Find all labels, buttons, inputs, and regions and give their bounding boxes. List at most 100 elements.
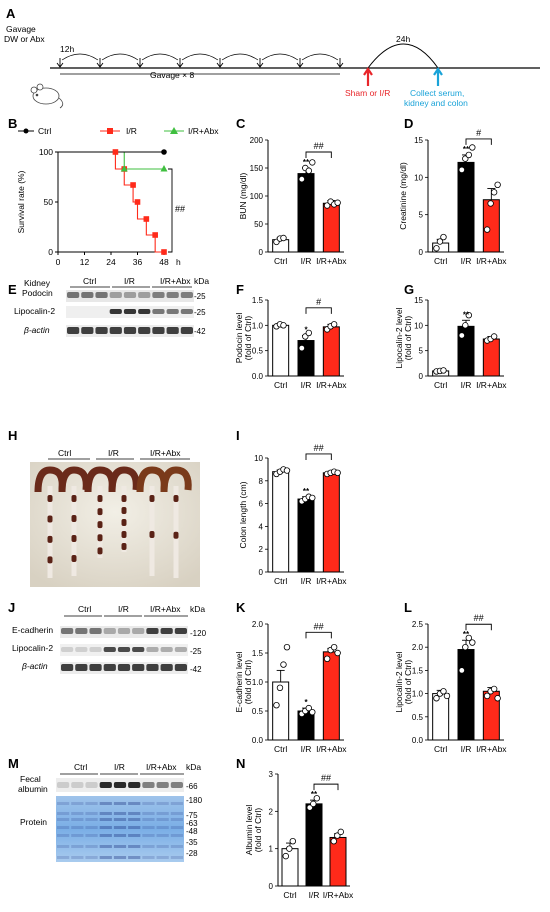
fecal-pellet (47, 495, 53, 502)
legend-ctrl-label: Ctrl (38, 126, 51, 136)
ir-marker (152, 232, 158, 238)
data-point (465, 312, 472, 319)
data-point (305, 704, 312, 712)
blot-j-kda: kDa (190, 604, 205, 614)
y-tick-label: 150 (250, 164, 264, 173)
data-point (280, 661, 287, 668)
blot-band (132, 628, 145, 634)
data-point (282, 852, 289, 860)
bar (329, 836, 347, 887)
blot-m-row1a: Fecal (20, 774, 41, 784)
podocin-chart: 0.0 0.5 1.0 1.5 Podocin level (fold of Ctrl) C… (234, 296, 347, 390)
significance-bracket (305, 307, 332, 314)
y-tick-label: 50 (254, 220, 263, 229)
fecal-pellet (149, 531, 155, 538)
blot-band (123, 327, 137, 334)
y-tick-label: 8 (259, 477, 264, 486)
sham-arrow (363, 67, 373, 86)
blot-e-mw-3: -42 (194, 327, 206, 336)
kidney-blot-panel: Kidney Podocin Lipocalin-2 β-actin Ctrl … (14, 276, 209, 337)
panel-label-f: F (236, 282, 244, 297)
y-axis-label: BUN (mg/dl) (238, 172, 248, 219)
panel-label-a: A (6, 6, 16, 21)
gel-band (156, 826, 169, 829)
gel-band (71, 802, 84, 805)
collect-arrow (433, 67, 443, 86)
gel-band (128, 845, 141, 848)
blot-e-group-abx: I/R+Abx (160, 276, 191, 286)
gel-band (128, 834, 141, 837)
gel-band (85, 826, 98, 829)
x-tick-label: I/R (301, 576, 312, 586)
fecal-pellet (97, 547, 103, 555)
blot-j-mw-1: -120 (190, 629, 207, 638)
data-point (313, 795, 320, 802)
panel-label-b: B (8, 116, 17, 131)
y-tick-label: 6 (259, 500, 264, 509)
photo-h-group-ir: I/R (108, 448, 119, 458)
blot-band (174, 664, 187, 671)
gel-band (170, 802, 183, 805)
significance-label: # (476, 128, 481, 138)
y-tick-label: 4 (259, 522, 264, 531)
significance-star: ** (463, 310, 470, 319)
data-point (436, 238, 444, 245)
blot-e-row3: β-actin (23, 325, 50, 335)
blot-j-bands (61, 628, 187, 671)
significance-bracket (305, 631, 332, 639)
blot-e-group-ir: I/R (124, 276, 135, 286)
significance-bracket (465, 138, 492, 145)
y-axis-label: Survival rate (%) (16, 170, 26, 233)
data-point (283, 644, 291, 651)
gel-band (71, 834, 84, 837)
blot-band (103, 664, 116, 671)
gel-band (99, 845, 112, 848)
ctrl-endpoint (161, 149, 167, 155)
gel-band (71, 845, 84, 848)
panel-label-i: I (236, 428, 240, 443)
data-point (483, 226, 491, 233)
bar (482, 338, 500, 377)
gel-band (99, 826, 112, 829)
bar (322, 326, 340, 377)
fecal-pellet (47, 515, 53, 523)
gel-band (57, 802, 70, 805)
gel-band (99, 818, 112, 821)
blot-m-row1b: albumin (18, 784, 48, 794)
significance-bracket (313, 783, 339, 791)
significance-label: # (316, 297, 321, 307)
gel-band (71, 826, 84, 829)
data-point (323, 655, 331, 662)
y-tick-label: 3 (269, 770, 274, 779)
fecal-pellet (97, 508, 103, 516)
gel-band (113, 826, 127, 829)
significance-star: ** (303, 487, 310, 496)
y-axis-label-2: (fold of Ctrl) (403, 660, 413, 705)
data-point (440, 688, 447, 695)
significance-star: ** (463, 630, 470, 639)
blot-m-protein-gel (56, 796, 184, 862)
gavage-interval-arc (61, 53, 99, 61)
bar (482, 199, 500, 253)
gavage-arrow (96, 58, 104, 68)
data-point (490, 333, 498, 340)
blot-band (166, 292, 179, 298)
bun-chart: 0 50 100 150 200 BUN (mg/dl) Ctrl ** I/R I/R+Abx #… (238, 136, 347, 266)
gel-band (57, 812, 70, 815)
x-tick-label: 12 (80, 257, 90, 267)
x-tick-label: 0 (56, 257, 61, 267)
gel-band (113, 812, 127, 815)
data-point (305, 329, 312, 337)
gavage-arrow (176, 58, 184, 68)
gel-band (156, 856, 169, 859)
y-tick-label: 0.0 (252, 736, 264, 745)
panel-label-l: L (404, 600, 412, 615)
ir-marker (143, 216, 150, 222)
gel-band (142, 845, 155, 848)
bar (322, 472, 340, 573)
data-point (490, 685, 498, 693)
blot-j-row3: β-actin (21, 661, 48, 671)
x-tick-label: Ctrl (283, 890, 296, 900)
panel-label-e: E (8, 282, 17, 297)
blot-m-mw-48: -48 (186, 827, 198, 836)
